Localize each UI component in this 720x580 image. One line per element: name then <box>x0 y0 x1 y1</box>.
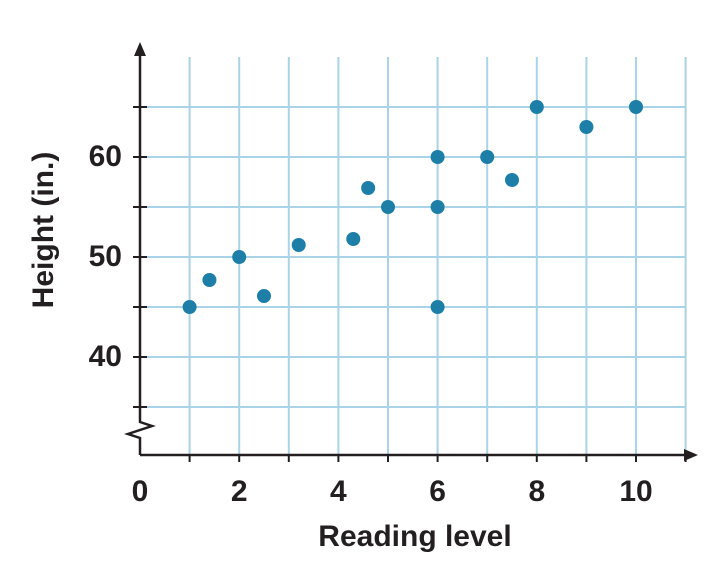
point <box>346 232 361 246</box>
y-axis-break <box>124 55 156 455</box>
point <box>430 300 445 314</box>
x-axis-title: Reading level <box>318 520 511 553</box>
y-axis-title: Height (in.) <box>27 152 60 309</box>
point <box>480 150 495 164</box>
point <box>202 273 217 287</box>
x-tick-label: 0 <box>132 475 149 508</box>
point <box>579 120 594 134</box>
point <box>381 200 395 214</box>
axes <box>124 42 698 461</box>
point <box>529 100 544 114</box>
x-axis-arrow <box>684 449 698 461</box>
x-tick-label: 4 <box>330 475 347 508</box>
point <box>629 100 643 114</box>
point <box>232 250 247 264</box>
x-tick-label: 8 <box>528 475 545 508</box>
point <box>361 181 376 195</box>
x-tick-label: 2 <box>231 475 248 508</box>
y-tick-label: 40 <box>89 340 122 373</box>
y-tick-label: 60 <box>89 140 122 173</box>
y-tick-label: 50 <box>89 240 122 273</box>
point <box>505 173 519 187</box>
point <box>430 150 445 164</box>
y-axis-arrow <box>134 42 146 56</box>
point <box>257 289 271 303</box>
point <box>182 300 197 314</box>
x-tick-label: 6 <box>429 475 446 508</box>
x-tick-label: 10 <box>619 475 652 508</box>
point <box>291 238 306 252</box>
point <box>430 200 445 214</box>
